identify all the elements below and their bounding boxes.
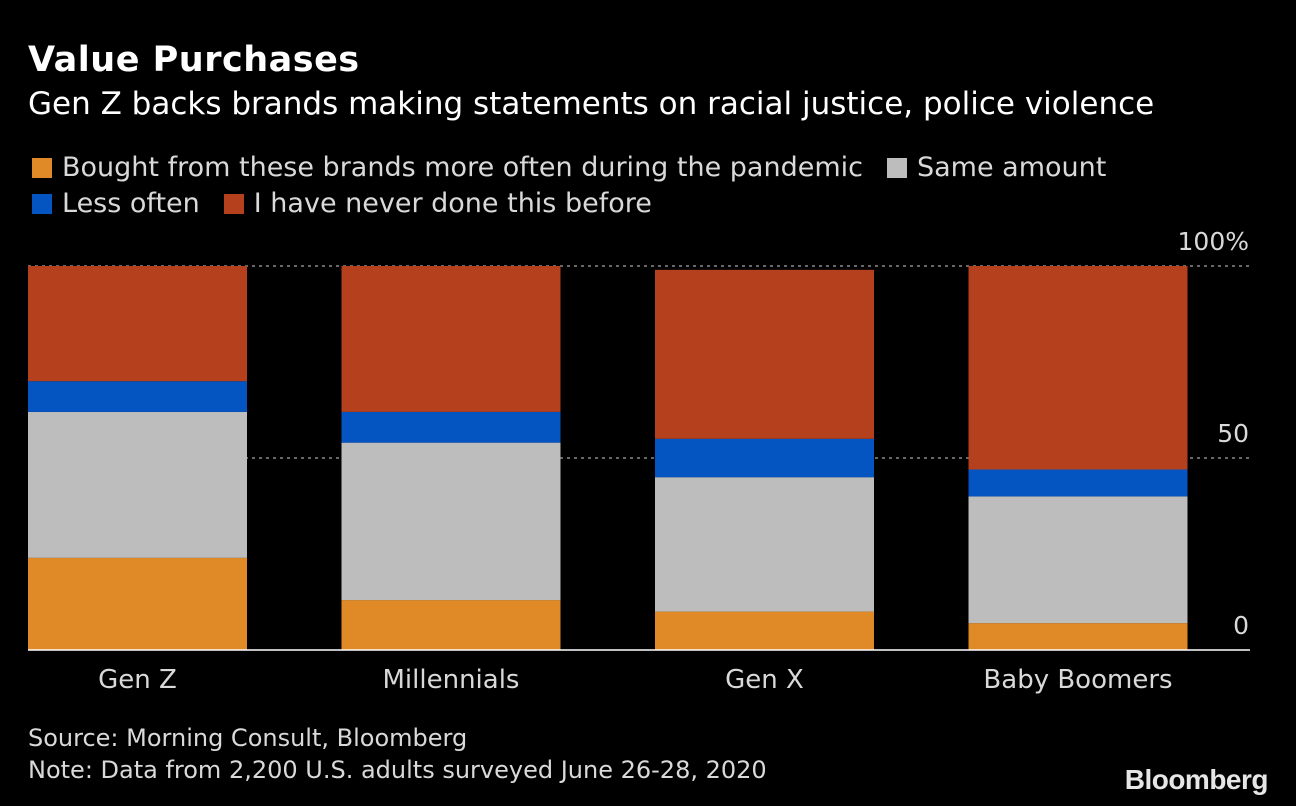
bar-segment-1-2: [341, 411, 561, 443]
bar-segment-0-3: [28, 266, 247, 382]
legend-row-1: Bought from these brands more often duri…: [32, 150, 1232, 186]
chart-title: Value Purchases: [28, 40, 360, 80]
legend: Bought from these brands more often duri…: [32, 150, 1232, 222]
bar-segment-2-1: [655, 477, 874, 612]
legend-label-more-often: Bought from these brands more often duri…: [62, 152, 863, 183]
bar-segment-1-3: [341, 266, 561, 412]
bar-segment-3-0: [968, 623, 1188, 650]
legend-label-less-often: Less often: [62, 188, 200, 219]
legend-item-same-amount: Same amount: [886, 150, 1107, 186]
y-tick-label-1: 50: [1217, 419, 1249, 448]
legend-row-2: Less often I have never done this before: [32, 186, 1232, 222]
legend-item-more-often: Bought from these brands more often duri…: [32, 150, 863, 186]
bar-segment-2-0: [655, 611, 874, 650]
legend-label-never: I have never done this before: [253, 188, 652, 219]
bar-segment-2-2: [655, 438, 874, 478]
bar-segment-3-1: [968, 496, 1188, 624]
note-text: Note: Data from 2,200 U.S. adults survey…: [28, 756, 767, 784]
y-tick-label-0: 0: [1233, 611, 1249, 640]
legend-swatch-less-often: [32, 194, 52, 214]
chart-subtitle: Gen Z backs brands making statements on …: [28, 86, 1155, 122]
bar-segment-0-2: [28, 381, 247, 412]
bar-segment-1-0: [341, 600, 561, 650]
bloomberg-logo: Bloomberg: [1124, 764, 1269, 795]
bar-segment-1-1: [341, 442, 561, 601]
bar-segment-2-3: [655, 269, 874, 439]
y-tick-label-2: 100%: [1178, 227, 1249, 256]
bar-segment-3-2: [968, 469, 1188, 497]
legend-swatch-same-amount: [886, 158, 907, 178]
legend-label-same-amount: Same amount: [916, 152, 1107, 183]
bar-segment-0-1: [28, 411, 247, 558]
x-tick-label-0: Gen Z: [98, 665, 177, 695]
legend-item-less-often: Less often: [32, 186, 200, 222]
legend-swatch-never: [223, 194, 244, 214]
bar-segment-0-0: [28, 557, 247, 650]
footnotes: Source: Morning Consult, Bloomberg Note:…: [28, 722, 767, 786]
legend-item-never: I have never done this before: [223, 186, 652, 222]
x-tick-label-1: Millennials: [383, 665, 520, 695]
x-tick-label-2: Gen X: [725, 665, 804, 695]
legend-swatch-more-often: [32, 158, 52, 178]
source-text: Source: Morning Consult, Bloomberg: [28, 724, 468, 752]
bar-segment-3-3: [968, 266, 1188, 470]
x-tick-label-3: Baby Boomers: [983, 665, 1172, 695]
